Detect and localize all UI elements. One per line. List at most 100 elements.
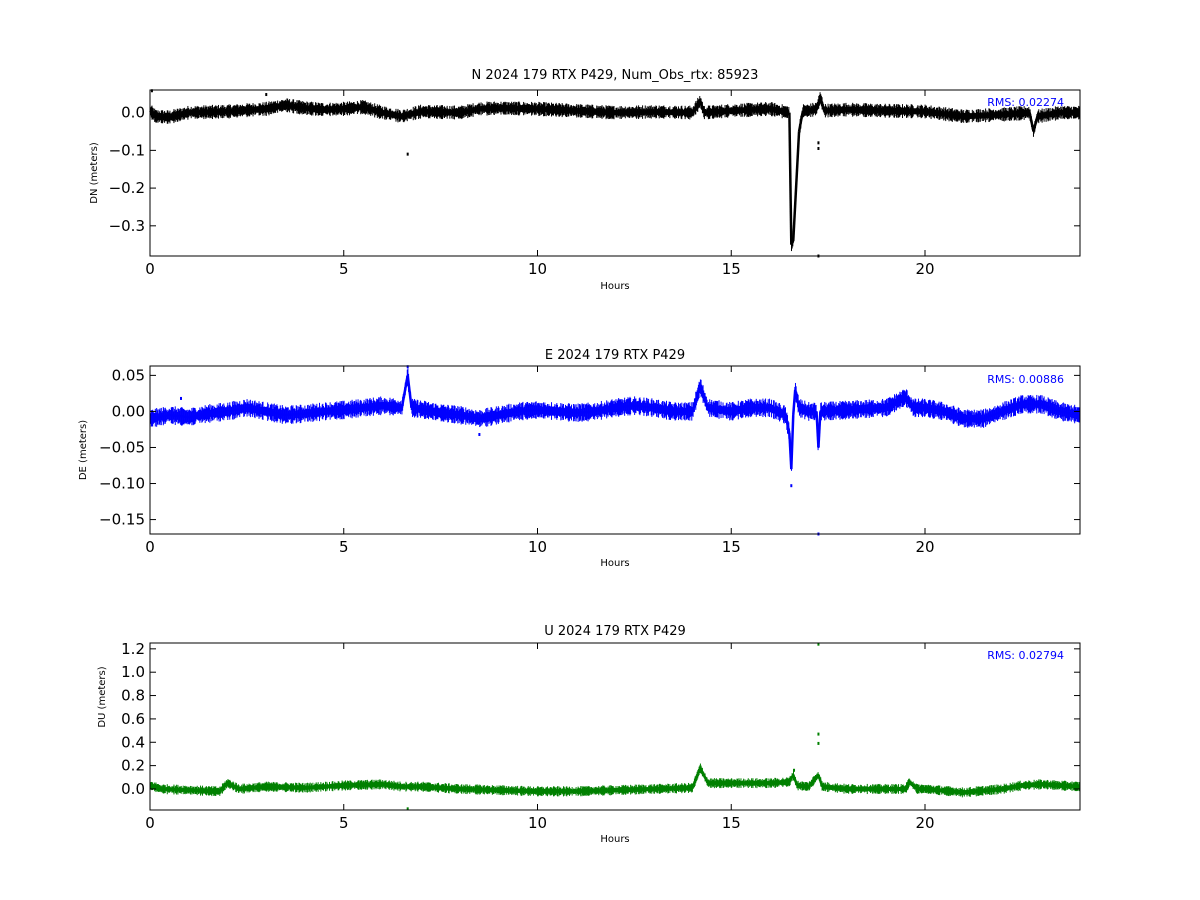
up-trace-segment: [924, 787, 964, 794]
up-trace-segment: [226, 782, 240, 791]
east-x-axis-label: Hours: [600, 558, 629, 569]
up-outlier-point: [817, 642, 820, 646]
north-y-tick-label: 0.0: [121, 104, 145, 122]
up-trace-segment: [792, 774, 799, 786]
north-x-tick-label: 5: [339, 260, 349, 278]
east-trace-segment: [595, 406, 616, 413]
up-y-axis-label: DU (meters): [97, 666, 108, 727]
up-trace-segment: [382, 783, 403, 788]
east-trace-segment: [479, 413, 499, 420]
east-y-tick-label: −0.05: [99, 438, 145, 456]
east-trace-segment: [924, 406, 945, 413]
east-trace-segment: [982, 410, 1003, 420]
east-trace-segment: [440, 411, 461, 417]
east-trace-segment: [556, 410, 577, 415]
up-x-tick-label: 15: [722, 814, 741, 832]
north-trace-segment: [691, 100, 702, 114]
up-trace-segment: [343, 783, 383, 787]
east-trace-segment: [793, 389, 801, 409]
north-title: N 2024 179 RTX P429, Num_Obs_rtx: 85923: [472, 68, 759, 83]
east-trace-segment: [699, 385, 710, 409]
north-ticks: 0 5 10 15 20 −0.3 −0.2 −0.1 0.0: [109, 90, 1080, 278]
north-trace-segment: [188, 110, 228, 114]
north-axes-frame: [149, 89, 1081, 257]
north-trace-segment: [731, 107, 771, 112]
north-trace-segment: [824, 108, 848, 112]
east-trace-segment: [1060, 410, 1081, 417]
up-trace-segment: [1041, 783, 1081, 788]
up-y-tick-label: 0.2: [121, 757, 145, 775]
north-trace-segment: [1032, 116, 1039, 132]
up-outlier-point: [793, 768, 796, 772]
up-trace-segment: [149, 784, 162, 791]
north-trace-segment: [169, 111, 190, 119]
east-ticks: 0 5 10 15 20 −0.15 −0.10 −0.05 0.00 0.05: [99, 366, 1080, 556]
east-trace-segment: [820, 408, 848, 413]
east-rms-label: RMS: 0.00886: [987, 373, 1064, 386]
up-trace-segment: [904, 781, 911, 790]
north-trace-segment: [808, 107, 817, 112]
up-outlier-point: [817, 741, 820, 745]
up-trace-segment: [161, 787, 189, 792]
north-outlier-point: [817, 146, 820, 150]
east-x-tick-label: 5: [339, 538, 349, 556]
up-trace-segment: [304, 784, 344, 790]
east-axes-frame: [149, 365, 1081, 535]
east-outlier-point: [406, 365, 409, 369]
east-trace-segment: [707, 406, 732, 413]
up-outlier-point: [406, 807, 409, 811]
east-trace-segment: [406, 375, 413, 408]
north-trace-segment: [285, 103, 306, 110]
east-title: E 2024 179 RTX P429: [545, 348, 685, 363]
east-trace-segment: [1040, 403, 1062, 413]
north-trace-segment: [362, 105, 383, 114]
up-trace-segment: [699, 767, 710, 784]
up-trace-segment: [797, 784, 809, 788]
up-title: U 2024 179 RTX P429: [544, 624, 686, 639]
east-trace-segment: [149, 413, 170, 420]
up-x-tick-label: 5: [339, 814, 349, 832]
north-trace-segment: [576, 109, 616, 114]
north-trace-segment: [769, 107, 790, 114]
east-trace-segment: [207, 410, 228, 415]
up-trace-segment: [1002, 784, 1023, 791]
east-trace-segment: [885, 395, 907, 409]
east-trace-segment: [1002, 403, 1023, 413]
north-trace-segment: [790, 240, 795, 246]
north-trace-segment: [155, 115, 170, 119]
east-trace-segment: [904, 396, 915, 409]
up-plot-points: [149, 642, 1081, 811]
east-trace-segment: [421, 408, 441, 415]
north-trace-segment: [324, 107, 344, 111]
east-trace-segment: [798, 406, 810, 413]
up-y-tick-label: 1.2: [121, 640, 145, 658]
east-trace-segment: [459, 413, 480, 420]
up-trace-segment: [576, 788, 616, 793]
north-plot-points: [149, 89, 1081, 258]
up-x-axis-label: Hours: [600, 834, 629, 845]
east-y-tick-label: 0.00: [112, 402, 145, 420]
east-y-tick-label: 0.05: [112, 366, 145, 384]
east-trace-segment: [382, 404, 403, 410]
north-y-tick-label: −0.1: [109, 141, 145, 159]
north-trace-segment: [382, 111, 403, 118]
north-x-tick-label: 15: [722, 260, 741, 278]
up-trace-segment: [614, 787, 654, 792]
north-outlier-point: [817, 141, 820, 145]
up-trace-segment: [459, 787, 499, 792]
up-trace-segment: [498, 788, 538, 793]
east-trace-segment: [343, 406, 364, 412]
north-trace-segment: [304, 106, 325, 111]
north-trace-segment: [498, 106, 538, 111]
east-y-axis-label: DE (meters): [78, 420, 89, 480]
east-trace-segment: [362, 404, 383, 410]
north-trace-segment: [924, 110, 964, 118]
east-trace-segment: [304, 410, 325, 415]
north-trace-segment: [819, 97, 826, 112]
north-trace-segment: [421, 110, 461, 114]
up-trace-segment: [421, 785, 461, 791]
north-trace-segment: [614, 110, 654, 114]
north-x-tick-label: 20: [915, 260, 934, 278]
east-trace-segment: [769, 406, 787, 417]
north-y-tick-label: −0.3: [109, 217, 145, 235]
